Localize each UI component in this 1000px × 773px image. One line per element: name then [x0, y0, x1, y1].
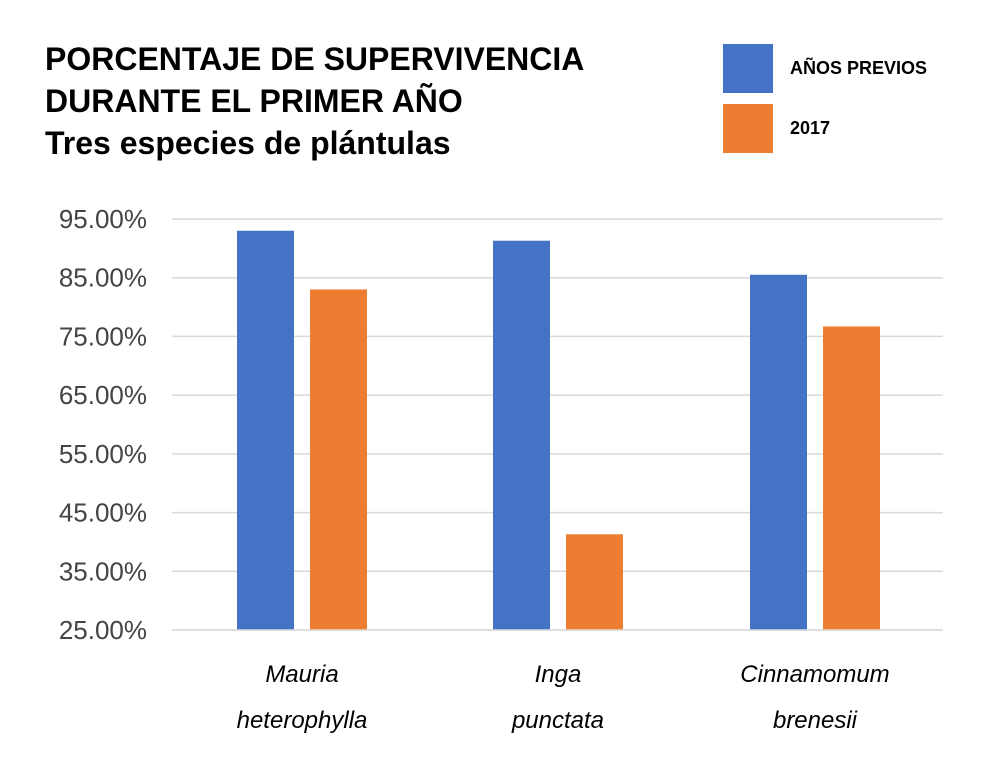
- bar-2017: [823, 326, 880, 630]
- x-category-label: brenesii: [773, 707, 858, 734]
- bar-previous-years: [237, 230, 294, 630]
- bar-previous-years: [750, 274, 807, 630]
- bar-previous-years: [493, 240, 550, 630]
- legend-label-2017: 2017: [790, 118, 831, 138]
- y-tick-label: 65.00%: [59, 380, 147, 410]
- title-line-3: Tres especies de plántulas: [45, 125, 451, 161]
- legend-swatch-2017: [723, 104, 773, 153]
- legend-swatch-previous-years: [723, 44, 773, 93]
- x-category-label: Mauria: [265, 661, 338, 688]
- y-tick-label: 35.00%: [59, 556, 147, 586]
- y-tick-label: 45.00%: [59, 498, 147, 528]
- x-category-label: Inga: [535, 661, 582, 688]
- y-tick-label: 85.00%: [59, 263, 147, 293]
- y-tick-label: 55.00%: [59, 439, 147, 469]
- x-category-label: punctata: [511, 707, 604, 734]
- y-tick-label: 95.00%: [59, 204, 147, 234]
- title-line-2: DURANTE EL PRIMER AÑO: [45, 83, 463, 119]
- bar-2017: [566, 534, 623, 630]
- chart-title: PORCENTAJE DE SUPERVIVENCIA DURANTE EL P…: [45, 38, 584, 164]
- title-line-1: PORCENTAJE DE SUPERVIVENCIA: [45, 41, 585, 77]
- x-category-label: heterophylla: [237, 707, 368, 734]
- y-tick-label: 75.00%: [59, 321, 147, 351]
- x-category-label: Cinnamomum: [740, 661, 889, 688]
- bar-2017: [310, 289, 367, 630]
- y-tick-label: 25.00%: [59, 615, 147, 645]
- legend-label-previous-years: AÑOS PREVIOS: [790, 58, 928, 78]
